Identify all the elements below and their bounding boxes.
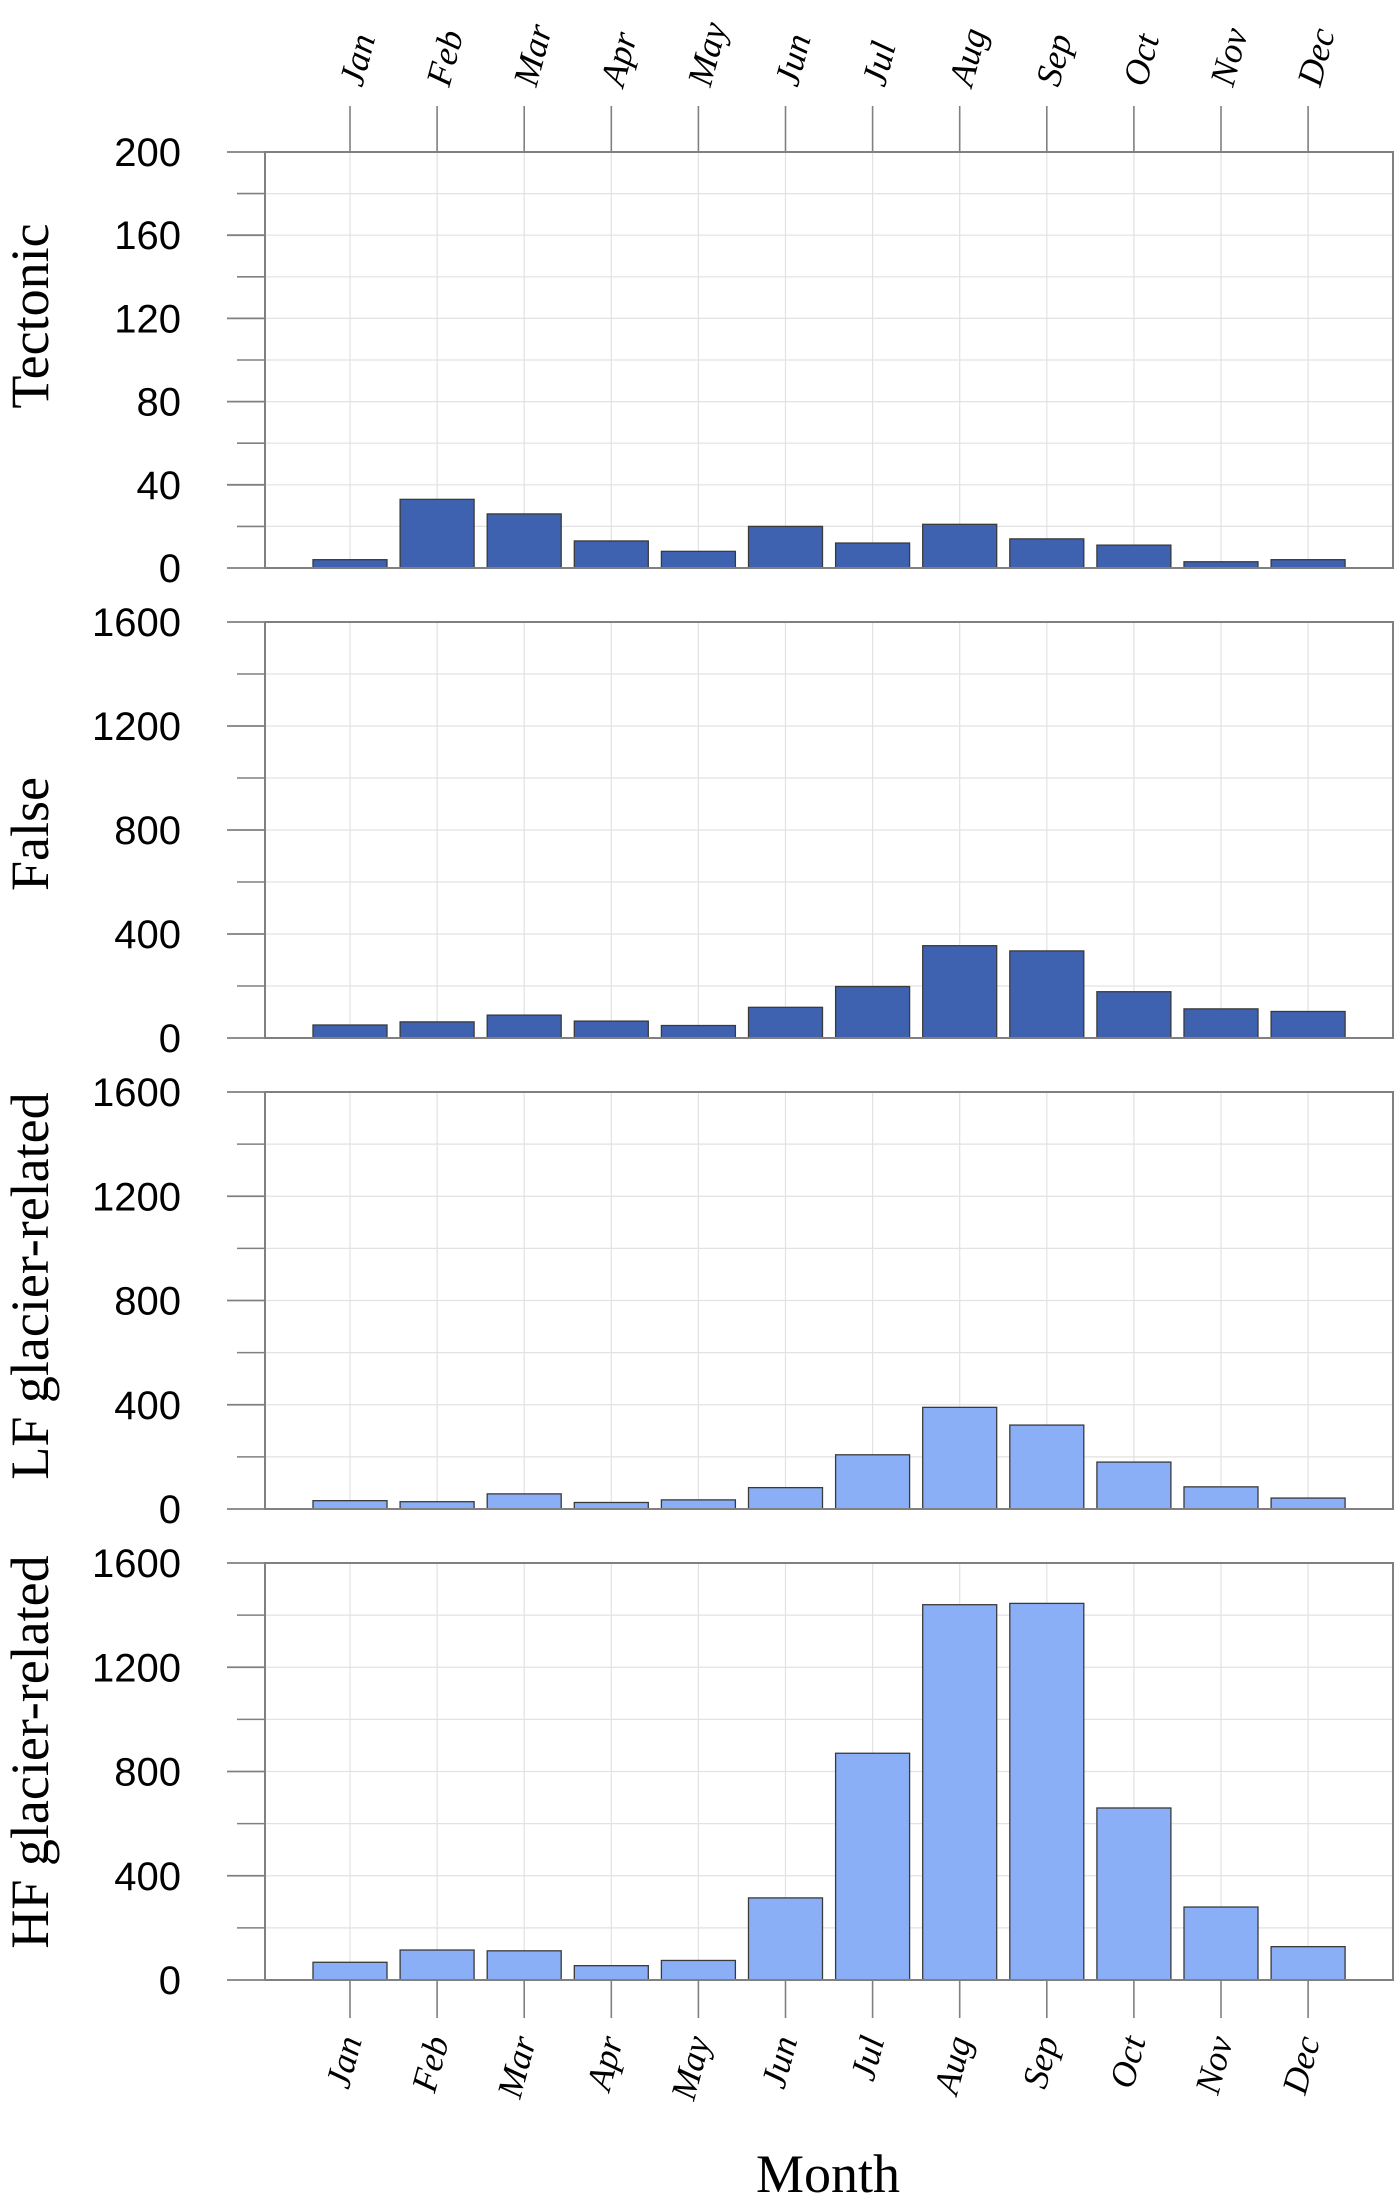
bottom-month-label: Jul xyxy=(842,2032,892,2085)
bar-jan xyxy=(312,1024,388,1039)
bar-nov xyxy=(1183,1486,1259,1510)
bar-sep xyxy=(1009,1602,1085,1981)
bar-jan xyxy=(312,1500,388,1510)
top-month-label: Mar xyxy=(505,19,560,91)
bar-aug xyxy=(922,1406,998,1510)
y-tick-label: 0 xyxy=(159,1017,181,1061)
bar-jan xyxy=(312,559,388,569)
bar-jun xyxy=(747,1897,824,1981)
bar-mar xyxy=(486,1493,562,1510)
bar-mar xyxy=(486,1950,562,1981)
top-month-label: Aug xyxy=(940,24,994,92)
y-tick-label: 120 xyxy=(114,297,181,341)
bar-aug xyxy=(922,523,998,569)
y-tick-label: 160 xyxy=(114,214,181,258)
bar-mar xyxy=(486,1014,562,1039)
y-tick-label: 40 xyxy=(137,464,182,508)
bar-aug xyxy=(922,945,998,1039)
top-month-label: Feb xyxy=(418,26,471,91)
bar-aug xyxy=(922,1604,998,1981)
bar-jul xyxy=(834,542,911,569)
bar-jun xyxy=(747,1486,824,1510)
bar-feb xyxy=(399,498,475,569)
bar-jun xyxy=(747,525,824,569)
bar-oct xyxy=(1096,991,1172,1039)
y-tick-label: 800 xyxy=(114,1280,181,1324)
panel-ylabel: Tectonic xyxy=(0,223,60,408)
bar-apr xyxy=(573,1965,649,1981)
top-month-label: Oct xyxy=(1115,29,1167,91)
bar-sep xyxy=(1009,538,1085,569)
bar-nov xyxy=(1183,1906,1259,1981)
bar-jul xyxy=(834,985,911,1039)
bottom-month-label: May xyxy=(663,2032,718,2105)
bar-dec xyxy=(1270,1497,1346,1510)
top-month-label: Jan xyxy=(331,30,383,91)
y-tick-label: 400 xyxy=(114,1384,181,1428)
bar-nov xyxy=(1183,1008,1259,1039)
top-month-label: May xyxy=(679,18,734,91)
y-tick-label: 1600 xyxy=(92,1542,181,1586)
top-month-label: Dec xyxy=(1289,24,1343,91)
y-tick-label: 0 xyxy=(159,1959,181,2003)
bar-jun xyxy=(747,1006,824,1039)
y-tick-label: 400 xyxy=(114,1855,181,1899)
bar-mar xyxy=(486,513,562,569)
bar-may xyxy=(660,1959,737,1981)
bar-may xyxy=(660,1024,737,1039)
bar-dec xyxy=(1270,1010,1346,1039)
bar-apr xyxy=(573,540,649,569)
bottom-month-label: Feb xyxy=(403,2032,456,2097)
y-tick-label: 1200 xyxy=(92,1175,181,1219)
bar-feb xyxy=(399,1949,475,1981)
bar-dec xyxy=(1270,559,1346,569)
y-tick-label: 0 xyxy=(159,1488,181,1532)
bar-jul xyxy=(834,1752,911,1981)
bottom-month-label: Jan xyxy=(318,2032,370,2093)
top-month-label: Jun xyxy=(767,30,819,91)
bottom-month-label: Dec xyxy=(1274,2032,1328,2099)
top-month-label: Sep xyxy=(1028,30,1080,91)
y-tick-label: 1200 xyxy=(92,1646,181,1690)
y-tick-label: 800 xyxy=(114,809,181,853)
x-axis-title: Month xyxy=(756,2144,900,2203)
panel-ylabel: False xyxy=(0,777,60,891)
bottom-month-label: Mar xyxy=(489,2031,544,2103)
bar-dec xyxy=(1270,1945,1346,1981)
bar-sep xyxy=(1009,1424,1085,1510)
panel-ylabel: HF glacier-related xyxy=(0,1555,60,1948)
top-month-label: Jul xyxy=(854,37,904,90)
bottom-month-label: Aug xyxy=(925,2032,979,2100)
bar-feb xyxy=(399,1021,475,1039)
bar-feb xyxy=(399,1501,475,1510)
top-month-label: Nov xyxy=(1202,24,1256,91)
top-month-label: Apr xyxy=(592,27,645,92)
bar-may xyxy=(660,1499,737,1510)
bar-apr xyxy=(573,1020,649,1039)
y-tick-label: 400 xyxy=(114,913,181,957)
bottom-month-label: Nov xyxy=(1187,2032,1241,2099)
bar-sep xyxy=(1009,950,1085,1039)
bar-may xyxy=(660,550,737,569)
y-tick-label: 1200 xyxy=(92,705,181,749)
bar-jan xyxy=(312,1961,388,1981)
bar-jul xyxy=(834,1454,911,1510)
y-tick-label: 80 xyxy=(137,381,182,425)
bottom-month-label: Sep xyxy=(1014,2032,1066,2093)
bottom-month-label: Jun xyxy=(753,2032,805,2093)
bottom-month-label: Apr xyxy=(578,2031,631,2096)
panel-ylabel: LF glacier-related xyxy=(0,1092,60,1479)
y-tick-label: 200 xyxy=(114,131,181,175)
bar-oct xyxy=(1096,544,1172,569)
y-tick-label: 800 xyxy=(114,1751,181,1795)
y-tick-label: 1600 xyxy=(92,601,181,645)
bar-oct xyxy=(1096,1807,1172,1981)
y-tick-label: 0 xyxy=(159,547,181,591)
bottom-month-label: Oct xyxy=(1102,2031,1154,2093)
bar-oct xyxy=(1096,1461,1172,1510)
y-tick-label: 1600 xyxy=(92,1071,181,1115)
